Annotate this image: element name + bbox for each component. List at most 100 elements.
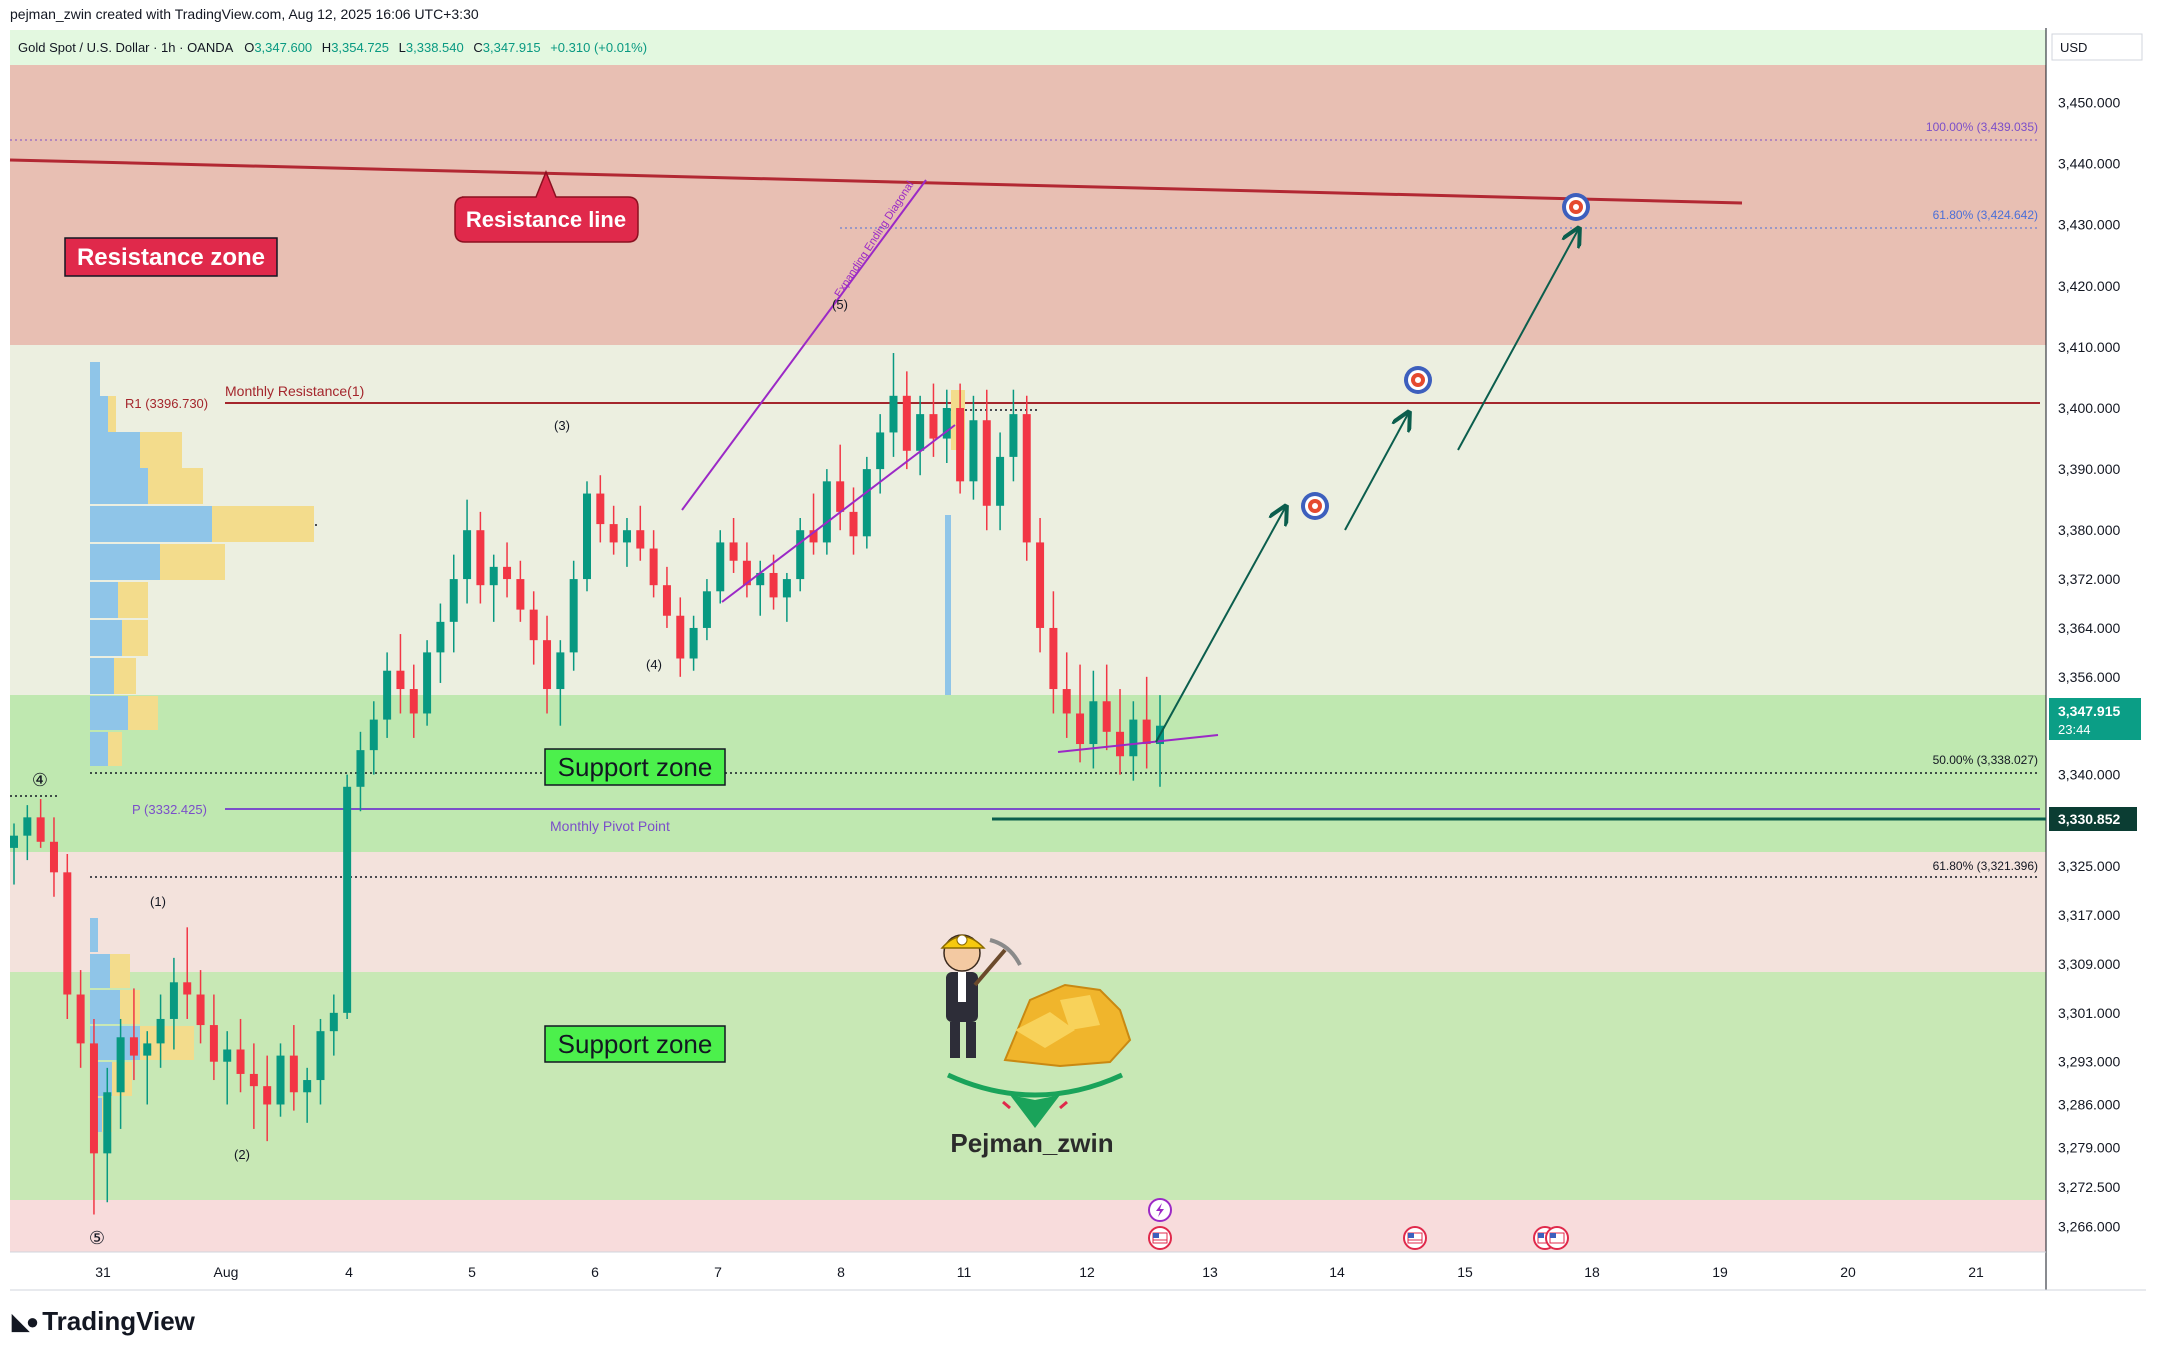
currency-label: USD	[2060, 40, 2087, 55]
price-tick-label: 3,380.000	[2058, 522, 2120, 538]
ohlc-h: 3,354.725	[331, 40, 389, 55]
ohlc-o-label: O	[244, 40, 254, 55]
resistance-trendline[interactable]	[9, 158, 1743, 205]
candle-body	[10, 835, 18, 848]
candle-body	[396, 670, 405, 690]
wave-label-2: (2)	[234, 1147, 250, 1162]
us-flag-icon-1[interactable]	[1148, 1226, 1172, 1250]
candle-body	[529, 609, 538, 641]
diagonal-lower-line[interactable]	[721, 424, 956, 603]
candle-body	[116, 1037, 125, 1093]
us-flag-icon-2[interactable]	[1403, 1226, 1427, 1250]
candle-body	[369, 719, 378, 751]
price-axis-ticks: 3,450.000 3,440.000 3,430.000 3,420.000 3,41…	[2058, 95, 2120, 1235]
neutral-lower-band	[10, 852, 2046, 972]
target-icon-1[interactable]	[1301, 492, 1329, 520]
candle-body	[89, 1043, 98, 1154]
wave-label-1: (1)	[150, 894, 166, 909]
candle-body	[649, 548, 658, 586]
time-tick-label: 31	[95, 1264, 111, 1280]
candle-body	[916, 414, 925, 451]
candle-body	[476, 530, 485, 586]
time-tick-label: 20	[1840, 1264, 1856, 1280]
wave-label-3: (3)	[554, 418, 570, 433]
candle-body	[76, 994, 85, 1044]
pivot-label: P (3332.425)	[132, 802, 207, 817]
candle-body	[223, 1049, 232, 1062]
candle-body	[516, 579, 525, 610]
candle-body	[676, 615, 685, 659]
wave-label-4: (4)	[646, 657, 662, 672]
resistance-line-label[interactable]: Resistance line	[454, 169, 639, 243]
time-tick-label: 5	[468, 1264, 476, 1280]
time-tick-label: 18	[1584, 1264, 1600, 1280]
price-tick-label: 3,309.000	[2058, 956, 2120, 972]
triangle-line[interactable]	[1057, 734, 1219, 753]
svg-text:23:44: 23:44	[2058, 722, 2091, 737]
candle-body	[1036, 542, 1045, 628]
price-tick-label: 3,340.000	[2058, 767, 2120, 783]
candle-body	[236, 1049, 245, 1074]
candle-body	[769, 572, 778, 598]
time-tick-label: 4	[345, 1264, 353, 1280]
time-tick-label: Aug	[214, 1264, 239, 1280]
price-tick-label: 3,430.000	[2058, 217, 2120, 233]
support-zone-label-2[interactable]: Support zone	[544, 1025, 726, 1063]
price-tick-label: 3,410.000	[2058, 339, 2120, 355]
candle-body	[756, 572, 765, 586]
time-tick-label: 7	[714, 1264, 722, 1280]
tradingview-logo[interactable]: ◣● TradingView	[12, 1306, 195, 1337]
candle-body	[809, 530, 818, 543]
candle-body	[263, 1086, 272, 1105]
candle-body	[103, 1092, 112, 1154]
candle-body	[63, 872, 72, 995]
svg-text:Resistance zone: Resistance zone	[77, 244, 265, 271]
price-tick-label: 3,364.000	[2058, 620, 2120, 636]
price-tick-label: 3,317.000	[2058, 907, 2120, 923]
candle-body	[1089, 701, 1098, 745]
price-tick-label: 3,286.000	[2058, 1096, 2120, 1112]
target-icon-2[interactable]	[1404, 366, 1432, 394]
diagonal-upper-line[interactable]	[681, 179, 927, 511]
time-tick-label: 13	[1202, 1264, 1218, 1280]
candle-body	[1049, 627, 1058, 690]
watermark-text: Pejman_zwin	[950, 1128, 1113, 1158]
bottom-band	[10, 1200, 2046, 1252]
candle-body	[583, 493, 591, 580]
us-flag-icon-4[interactable]	[1545, 1226, 1569, 1250]
candle-body	[209, 1025, 218, 1062]
price-tick-label: 3,272.500	[2058, 1179, 2120, 1195]
svg-text:Gold Spot / U.S. Dollar · 1h ·: Gold Spot / U.S. Dollar · 1h · OANDA O3,…	[18, 40, 647, 55]
candle-body	[662, 585, 671, 616]
candle-body	[622, 530, 631, 543]
resistance-zone-label[interactable]: Resistance zone	[64, 237, 278, 277]
candle-body	[796, 530, 805, 580]
support-zone-label-1[interactable]: Support zone	[544, 748, 726, 786]
price-tick-label: 3,420.000	[2058, 278, 2120, 294]
svg-text:3,330.852: 3,330.852	[2058, 811, 2120, 827]
candle-body	[436, 621, 445, 653]
ohlc-h-label: H	[322, 40, 331, 55]
target-icon-3[interactable]	[1562, 193, 1590, 221]
gold-miner-mascot-icon	[940, 934, 1132, 1128]
flash-event-icon[interactable]	[1148, 1198, 1172, 1222]
time-axis-labels: 31 Aug 4 5 6 7 8 11 12 13 14 15 18 19 20 21	[95, 1264, 1984, 1280]
price-tick-label: 3,390.000	[2058, 461, 2120, 477]
price-tick-label: 3,301.000	[2058, 1005, 2120, 1021]
candle-body	[849, 511, 858, 537]
price-tick-label: 3,372.000	[2058, 571, 2120, 587]
candle-body	[196, 994, 205, 1026]
r1-label: R1 (3396.730)	[125, 396, 208, 411]
candle-body	[543, 640, 552, 690]
candle-body	[463, 530, 472, 580]
fib-618-bottom-label: 61.80% (3,321.396)	[1933, 859, 2038, 873]
candle-body	[742, 560, 751, 586]
time-tick-label: 11	[957, 1264, 972, 1280]
candle-body	[996, 456, 1005, 506]
candle-body	[1062, 689, 1071, 714]
ohlc-l-label: L	[399, 40, 406, 55]
wave-label-5: (5)	[832, 297, 848, 312]
candle-body	[329, 1012, 338, 1032]
candle-body	[889, 395, 898, 433]
